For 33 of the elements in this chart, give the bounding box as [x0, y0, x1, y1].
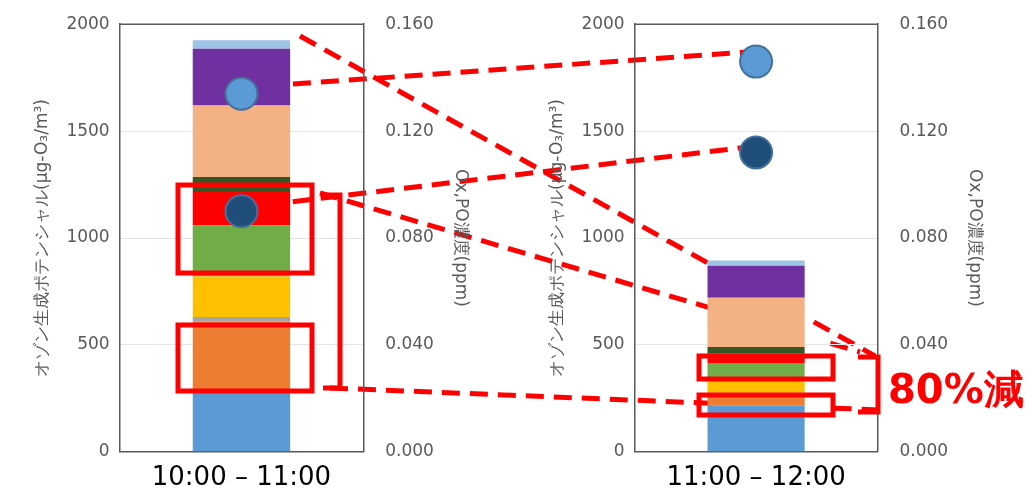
y-tick-label: 2000 [581, 12, 625, 33]
y2-axis-title: Ox,PO濃度(ppm) [452, 169, 473, 307]
y2-tick-label: 0.040 [385, 333, 434, 354]
bar [192, 317, 291, 322]
x-tick-label: 11:00 – 12:00 [666, 461, 846, 492]
bar [707, 347, 805, 354]
y2-tick-label: 0.120 [385, 119, 434, 140]
bar [192, 40, 291, 49]
y2-axis-title: Ox,PO濃度(ppm) [966, 169, 987, 307]
y2-tick-label: 0.080 [385, 226, 434, 247]
y2-tick-label: 0.000 [899, 440, 949, 461]
y2-tick-label: 0.120 [899, 119, 949, 140]
bar [707, 297, 805, 348]
x-tick-label: 10:00 – 11:00 [151, 461, 332, 492]
y2-tick-label: 0.160 [385, 12, 434, 33]
bar [192, 105, 291, 178]
y-tick-label: 500 [77, 333, 110, 354]
text: 80%減 [888, 365, 1024, 414]
y-tick-label: 1500 [581, 119, 625, 140]
y2-tick-label: 0.040 [899, 333, 949, 354]
y-tick-label: 2000 [66, 12, 110, 33]
y-tick-label: 0 [613, 440, 625, 461]
y-axis-title: オゾン生成ポテンシャル(μg-O₃/m³) [30, 99, 51, 377]
y2-tick-label: 0.080 [899, 226, 949, 247]
y-axis-title: オゾン生成ポテンシャル(μg-O₃/m³) [545, 99, 566, 377]
y-tick-label: 1000 [581, 226, 625, 247]
bar [707, 265, 805, 298]
y2-tick-label: 0.000 [385, 440, 434, 461]
y-tick-label: 1000 [66, 226, 110, 247]
y2-tick-label: 0.160 [899, 12, 949, 33]
y-tick-label: 500 [592, 333, 625, 354]
y-tick-label: 0 [98, 440, 110, 461]
y-tick-label: 1500 [66, 119, 110, 140]
